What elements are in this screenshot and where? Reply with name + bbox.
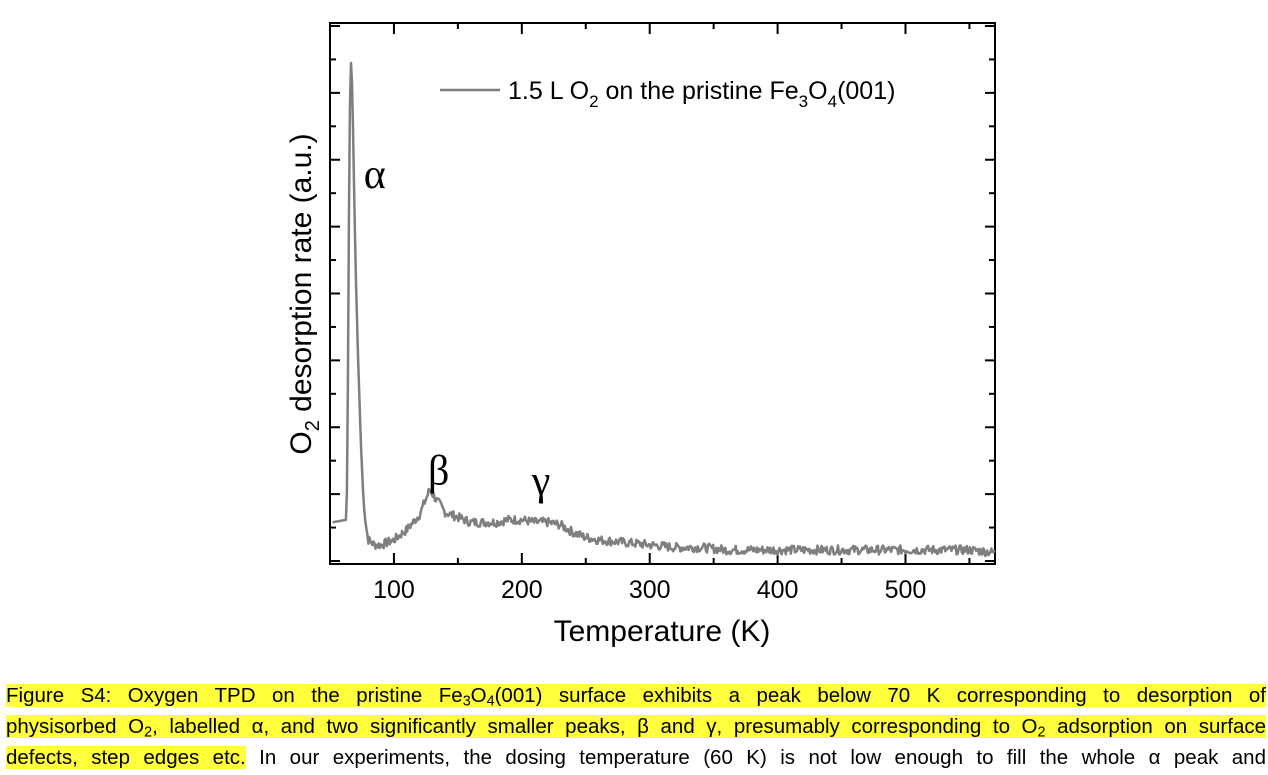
peak-label: β <box>428 449 449 495</box>
caption-line-3: defects, step edges etc. In our experime… <box>6 746 1266 769</box>
x-tick-label: 200 <box>501 576 543 604</box>
x-tick-label: 400 <box>757 576 799 604</box>
caption-line-2: physisorbed O2, labelled α, and two sign… <box>6 715 1267 741</box>
series-group <box>332 61 996 558</box>
legend: 1.5 L O2 on the pristine Fe3O4(001) <box>440 77 895 111</box>
y-axis-title: O2 desorption rate (a.u.) <box>285 133 324 454</box>
x-tick-label: 100 <box>373 576 415 604</box>
tpd-chart: 100 200 300 400 500 α β γ 1.5 L O2 on the pris… <box>285 22 996 648</box>
legend-label: 1.5 L O2 on the pristine Fe3O4(001) <box>508 77 895 111</box>
figure-caption: Figure S4: Oxygen TPD on the pristine Fe… <box>6 680 1267 773</box>
series-line <box>332 61 996 558</box>
peak-label: γ <box>531 459 551 505</box>
peak-label: α <box>364 152 386 198</box>
caption-line-1: Figure S4: Oxygen TPD on the pristine Fe… <box>6 684 1266 710</box>
x-tick-label: 300 <box>629 576 671 604</box>
x-axis-title: Temperature (K) <box>554 615 771 648</box>
x-tick-label: 500 <box>885 576 927 604</box>
x-tick-labels: 100 200 300 400 500 <box>373 576 926 604</box>
peak-annotations: α β γ <box>364 152 551 505</box>
axis-ticks <box>329 23 995 564</box>
